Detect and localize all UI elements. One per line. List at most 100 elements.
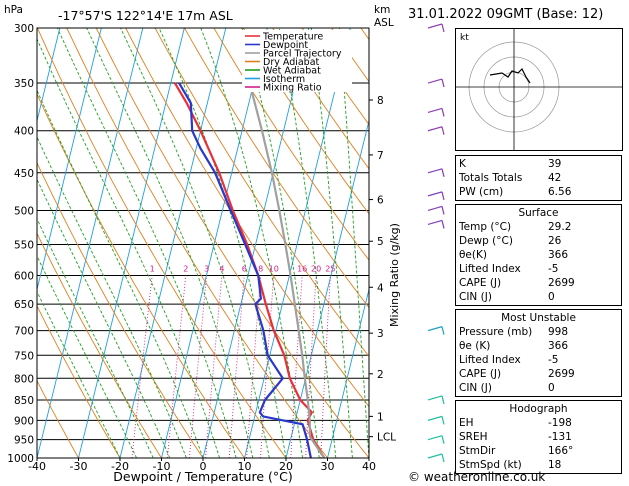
wet-adiabat-line bbox=[37, 89, 204, 458]
km-tick-label: 1 bbox=[377, 411, 384, 423]
mixing-ratio-line bbox=[228, 275, 245, 458]
mixing-ratio-label: 6 bbox=[242, 265, 247, 274]
stat-value: 366 bbox=[548, 340, 569, 352]
dry-adiabat-line bbox=[37, 232, 162, 458]
wind-barb-feather bbox=[441, 416, 445, 425]
stat-row: θe (K) 366 bbox=[459, 339, 618, 353]
wind-barb bbox=[427, 219, 443, 226]
stat-row: CAPE (J) 2699 bbox=[459, 367, 618, 381]
pressure-tick-label: 900 bbox=[14, 415, 34, 427]
hodograph-stats-title: Hodograph bbox=[509, 403, 568, 415]
stat-label: StmSpd (kt) bbox=[459, 459, 522, 471]
stat-value: -198 bbox=[548, 417, 572, 429]
km-tick-label: 8 bbox=[377, 95, 384, 107]
km-tick-label: 7 bbox=[377, 150, 384, 162]
hodograph-stats-box: Hodograph EH -198 SREH -131 StmDir 166° StmSpd… bbox=[455, 400, 622, 474]
stat-value: -5 bbox=[548, 263, 559, 275]
stat-label: θe(K) bbox=[459, 249, 487, 261]
stat-row: StmSpd (kt) 18 bbox=[459, 458, 618, 472]
wind-barb bbox=[427, 205, 443, 212]
dry-adiabat-line bbox=[37, 304, 121, 458]
mixing-ratio-label: 3 bbox=[204, 265, 209, 274]
stat-row: K 39 bbox=[459, 157, 618, 171]
mixing-ratio-line bbox=[260, 275, 275, 458]
stat-value: 366 bbox=[548, 249, 569, 261]
dry-adiabat-line bbox=[37, 379, 79, 458]
mixing-ratio-label: 2 bbox=[183, 265, 188, 274]
stat-label: Pressure (mb) bbox=[459, 326, 533, 338]
wind-barb bbox=[427, 435, 443, 441]
stat-value: 2699 bbox=[548, 277, 575, 289]
x-tick-label: 30 bbox=[321, 460, 335, 473]
stat-row: Lifted Index -5 bbox=[459, 353, 618, 367]
isotherm-line bbox=[119, 28, 227, 458]
stat-row: Pressure (mb) 998 bbox=[459, 325, 618, 339]
location-title: -17°57'S 122°14'E 17m ASL bbox=[58, 8, 233, 23]
wind-barb-feather bbox=[441, 395, 445, 405]
wet-adiabat-line bbox=[37, 290, 121, 458]
pressure-tick-label: 500 bbox=[14, 205, 34, 217]
km-tick-label: LCL bbox=[377, 432, 396, 444]
wind-barb bbox=[427, 326, 443, 332]
stat-row: PW (cm) 6.56 bbox=[459, 185, 618, 199]
stat-label: CIN (J) bbox=[459, 291, 492, 303]
wind-barb-feather bbox=[441, 78, 445, 88]
x-tick-label: -10 bbox=[153, 460, 171, 473]
x-tick-label: -30 bbox=[70, 460, 88, 473]
legend-label: Isotherm bbox=[263, 74, 305, 85]
wind-barb-feather bbox=[441, 326, 445, 335]
stat-value: 6.56 bbox=[548, 186, 572, 198]
mixing-ratio-line bbox=[166, 275, 187, 458]
wind-barb bbox=[427, 453, 443, 459]
mixing-ratio-line bbox=[188, 275, 208, 458]
stat-label: K bbox=[459, 158, 466, 170]
dry-adiabat-line bbox=[184, 28, 369, 309]
km-tick-label: 3 bbox=[377, 328, 384, 340]
legend-label: Mixing Ratio bbox=[263, 83, 322, 94]
stat-label: CAPE (J) bbox=[459, 368, 502, 380]
dry-adiabat-line bbox=[242, 28, 369, 215]
wind-barb bbox=[427, 191, 443, 197]
stat-label: Lifted Index bbox=[459, 263, 521, 275]
stat-row: CAPE (J) 2699 bbox=[459, 276, 618, 290]
wind-barb-feather bbox=[441, 220, 445, 229]
dry-adiabat-line bbox=[37, 92, 245, 458]
mixing-ratio-line bbox=[246, 275, 262, 458]
surface-title: Surface bbox=[518, 207, 559, 219]
mixing-ratio-label: 16 bbox=[297, 265, 307, 274]
wet-adiabat-line bbox=[339, 28, 369, 458]
isotherm-line bbox=[202, 28, 310, 458]
pressure-tick-label: 300 bbox=[14, 23, 34, 35]
most-unstable-box: Most Unstable Pressure (mb) 998 θe (K) 366 L… bbox=[455, 309, 622, 397]
pressure-tick-label: 600 bbox=[14, 271, 34, 283]
stat-value: 42 bbox=[548, 172, 562, 184]
copyright-footer: © weatheronline.co.uk bbox=[408, 470, 546, 484]
dry-adiabat-line bbox=[66, 28, 328, 458]
stat-value: 26 bbox=[548, 235, 562, 247]
wet-adiabat-line bbox=[37, 217, 154, 458]
hodograph-units: kt bbox=[460, 33, 469, 43]
dry-adiabat-line bbox=[125, 28, 369, 408]
asl-label: ASL bbox=[374, 17, 394, 29]
x-tick-label: -20 bbox=[111, 460, 129, 473]
hpa-label: hPa bbox=[4, 4, 23, 16]
x-tick-label: 10 bbox=[238, 460, 252, 473]
isotherm-line bbox=[244, 28, 351, 458]
mixing-ratio-label: 4 bbox=[219, 265, 224, 274]
pressure-tick-label: 1000 bbox=[7, 453, 34, 465]
dry-adiabat-line bbox=[272, 28, 369, 170]
legend-label: Wet Adiabat bbox=[263, 66, 321, 77]
wind-barb bbox=[427, 415, 443, 421]
mixing-ratio-line bbox=[320, 275, 331, 458]
wind-barb bbox=[427, 168, 443, 174]
x-tick-label: 20 bbox=[279, 460, 293, 473]
km-label: km bbox=[374, 4, 390, 16]
x-tick-label: 40 bbox=[362, 460, 376, 473]
isotherm-line bbox=[78, 28, 185, 458]
isotherm-line bbox=[37, 28, 144, 458]
km-tick-label: 4 bbox=[377, 282, 384, 294]
stat-label: Totals Totals bbox=[459, 172, 523, 184]
isotherm-line bbox=[37, 28, 102, 292]
wind-barb-feather bbox=[441, 191, 445, 201]
